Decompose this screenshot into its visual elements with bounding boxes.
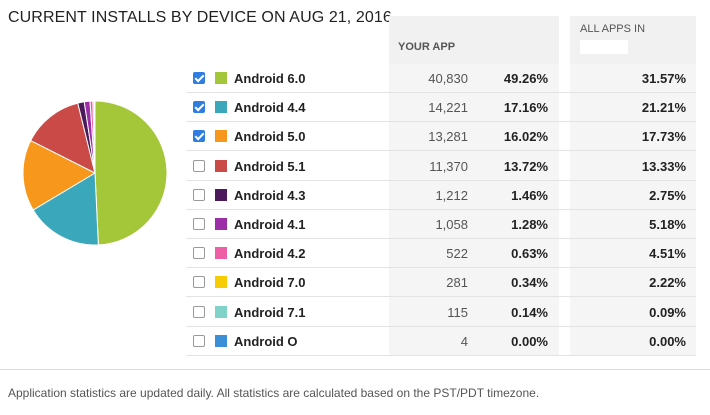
table-row: Android 5.1 11,370 13.72% 13.33% [186, 152, 696, 181]
your-app-header: YOUR APP [389, 16, 559, 64]
table-row: Android 6.0 40,830 49.26% 31.57% [186, 64, 696, 93]
row-divider [186, 296, 696, 298]
color-swatch [215, 276, 227, 289]
your-app-percent: 0.14% [511, 304, 548, 320]
footer-divider [0, 369, 710, 370]
your-app-percent: 0.34% [511, 275, 548, 291]
all-apps-percent: 17.73% [641, 129, 686, 145]
color-swatch [215, 334, 227, 347]
your-app-percent: 1.46% [511, 187, 548, 203]
pie-slice-android-6-0 [94, 100, 168, 246]
install-count: 40,830 [428, 71, 468, 86]
device-label: Android 5.0 [234, 129, 306, 145]
install-count: 522 [446, 246, 468, 262]
all-apps-percent: 4.51% [649, 246, 686, 262]
all-apps-percent: 21.21% [641, 100, 686, 116]
all-apps-percent: 13.33% [641, 158, 686, 174]
row-checkbox[interactable] [193, 159, 205, 172]
row-checkbox[interactable] [193, 276, 205, 289]
install-count: 1,212 [435, 187, 468, 203]
table-row: Android O 4 0.00% 0.00% [186, 327, 696, 356]
all-apps-percent: 31.57% [641, 71, 686, 86]
device-label: Android 4.2 [234, 246, 306, 262]
row-checkbox[interactable] [193, 247, 205, 260]
device-label: Android 4.1 [234, 217, 306, 232]
row-divider [186, 150, 696, 152]
install-count: 13,281 [428, 129, 468, 145]
row-checkbox[interactable] [193, 334, 205, 347]
color-swatch [215, 218, 227, 230]
install-count: 4 [460, 333, 468, 349]
row-divider [186, 325, 696, 327]
color-swatch [215, 159, 227, 172]
your-app-column [389, 64, 559, 356]
your-app-percent: 17.16% [503, 100, 548, 116]
row-divider [186, 354, 696, 356]
your-app-percent: 0.63% [511, 246, 548, 262]
table-row: Android 4.2 522 0.63% 4.51% [186, 239, 696, 269]
install-count: 14,221 [428, 100, 468, 116]
color-swatch [215, 101, 227, 114]
row-checkbox[interactable] [193, 218, 205, 230]
installs-pie-chart [22, 100, 168, 246]
your-app-percent: 49.26% [503, 71, 548, 86]
all-apps-header: ALL APPS IN [570, 16, 696, 64]
row-checkbox[interactable] [193, 305, 205, 318]
row-divider [186, 208, 696, 210]
all-apps-column [570, 64, 696, 356]
table-row: Android 4.3 1,212 1.46% 2.75% [186, 181, 696, 210]
row-checkbox[interactable] [193, 101, 205, 114]
row-checkbox[interactable] [193, 130, 205, 143]
page-title: CURRENT INSTALLS BY DEVICE ON AUG 21, 20… [8, 9, 392, 26]
row-checkbox[interactable] [193, 188, 205, 201]
pie-slice-android-7-1 [93, 100, 96, 174]
footer-note: Application statistics are updated daily… [8, 386, 540, 400]
all-apps-percent: 5.18% [649, 217, 686, 232]
device-label: Android 4.4 [234, 100, 306, 116]
color-swatch [215, 188, 227, 201]
table-row: Android 7.1 115 0.14% 0.09% [186, 298, 696, 327]
all-apps-percent: 2.75% [649, 187, 686, 203]
row-divider [186, 267, 696, 269]
device-label: Android 7.0 [234, 275, 306, 291]
your-app-percent: 16.02% [503, 129, 548, 145]
color-swatch [215, 247, 227, 260]
table-row: Android 5.0 13,281 16.02% 17.73% [186, 122, 696, 152]
table-row: Android 7.0 281 0.34% 2.22% [186, 268, 696, 298]
your-app-percent: 0.00% [511, 333, 548, 349]
install-count: 115 [447, 304, 468, 320]
device-label: Android 6.0 [234, 71, 306, 86]
row-divider [186, 238, 696, 239]
pie-slice-android-4-4 [32, 172, 99, 246]
row-checkbox[interactable] [193, 72, 205, 84]
install-count: 281 [446, 275, 468, 291]
row-divider [186, 179, 696, 181]
your-app-percent: 1.28% [511, 217, 548, 232]
color-swatch [215, 72, 227, 84]
your-app-header-label: YOUR APP [398, 41, 456, 53]
all-apps-percent: 2.22% [649, 275, 686, 291]
pie-slice-android-5-0 [22, 139, 97, 211]
your-app-percent: 13.72% [503, 158, 548, 174]
install-count: 1,058 [435, 217, 468, 232]
all-apps-header-label: ALL APPS IN [580, 23, 646, 35]
color-swatch [215, 130, 227, 143]
device-label: Android 4.3 [234, 187, 306, 203]
pie-slice-android-5-1 [30, 102, 96, 174]
color-swatch [215, 305, 227, 318]
row-divider [186, 121, 696, 123]
install-count: 11,370 [429, 158, 468, 174]
all-apps-percent: 0.00% [649, 333, 686, 349]
device-label: Android 7.1 [234, 304, 306, 320]
all-apps-percent: 0.09% [649, 304, 686, 320]
device-label: Android O [234, 333, 298, 349]
table-row: Android 4.4 14,221 17.16% 21.21% [186, 93, 696, 123]
category-redacted-box [580, 40, 628, 54]
table-row: Android 4.1 1,058 1.28% 5.18% [186, 210, 696, 239]
device-label: Android 5.1 [234, 158, 306, 174]
row-divider [186, 92, 696, 93]
